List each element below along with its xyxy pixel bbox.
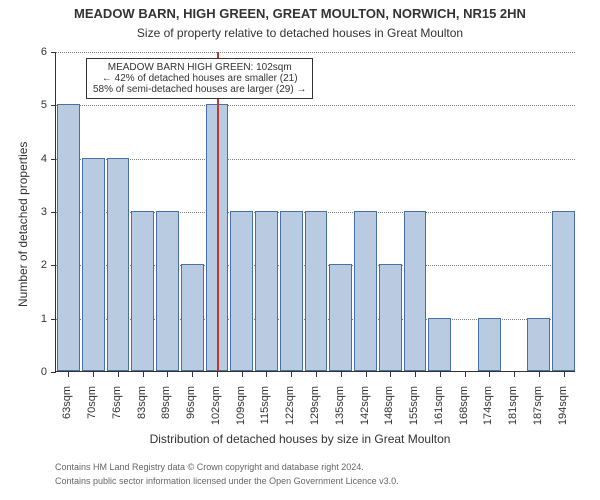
chart-subtitle: Size of property relative to detached ho… [0,26,600,40]
histogram-bar [156,211,179,371]
xtick-mark [291,372,292,377]
ytick-mark [51,52,56,53]
xtick-label: 161sqm [433,386,445,446]
histogram-bar [57,104,80,371]
xtick-mark [266,372,267,377]
xtick-label: 148sqm [383,386,395,446]
ytick-mark [51,265,56,266]
gridline [56,159,575,160]
xtick-label: 109sqm [235,386,247,446]
ytick-mark [51,319,56,320]
histogram-bar [181,264,204,371]
ytick-label: 0 [41,366,47,378]
xtick-label: 70sqm [86,386,98,446]
xtick-label: 102sqm [210,386,222,446]
xtick-mark [217,372,218,377]
histogram-bar [478,318,501,371]
xtick-label: 122sqm [284,386,296,446]
ytick-mark [51,372,56,373]
xtick-mark [316,372,317,377]
histogram-bar [354,211,377,371]
xtick-mark [341,372,342,377]
ytick-label: 1 [41,313,47,325]
histogram-bar [230,211,253,371]
xtick-label: 174sqm [482,386,494,446]
xtick-label: 83sqm [136,386,148,446]
annotation-box: MEADOW BARN HIGH GREEN: 102sqm← 42% of d… [86,58,313,99]
xtick-label: 63sqm [61,386,73,446]
xtick-mark [390,372,391,377]
gridline [56,105,575,106]
xtick-mark [242,372,243,377]
histogram-bar [404,211,427,371]
subject-marker-line [217,52,219,371]
histogram-bar [305,211,328,371]
histogram-bar [552,211,575,371]
xtick-mark [68,372,69,377]
xtick-mark [489,372,490,377]
gridline [56,52,575,53]
chart-title: MEADOW BARN, HIGH GREEN, GREAT MOULTON, … [0,6,600,21]
xtick-label: 76sqm [111,386,123,446]
histogram-bar [428,318,451,371]
ytick-mark [51,212,56,213]
ytick-mark [51,105,56,106]
xtick-mark [118,372,119,377]
xtick-label: 168sqm [458,386,470,446]
annotation-line: ← 42% of detached houses are smaller (21… [93,73,306,84]
histogram-bar [329,264,352,371]
xtick-label: 187sqm [532,386,544,446]
ytick-label: 3 [41,206,47,218]
xtick-mark [93,372,94,377]
xtick-label: 135sqm [334,386,346,446]
xtick-mark [564,372,565,377]
ytick-label: 6 [41,46,47,58]
y-axis-label: Number of detached properties [16,142,30,307]
ytick-label: 4 [41,153,47,165]
xtick-mark [539,372,540,377]
ytick-mark [51,159,56,160]
chart-canvas: MEADOW BARN, HIGH GREEN, GREAT MOULTON, … [0,0,600,500]
ytick-label: 2 [41,259,47,271]
xtick-mark [192,372,193,377]
xtick-mark [415,372,416,377]
annotation-line: 58% of semi-detached houses are larger (… [93,84,306,95]
xtick-label: 89sqm [160,386,172,446]
histogram-bar [82,158,105,371]
ytick-label: 5 [41,99,47,111]
xtick-label: 115sqm [259,386,271,446]
histogram-bar [379,264,402,371]
plot-area: MEADOW BARN HIGH GREEN: 102sqm← 42% of d… [55,52,575,372]
histogram-bar [107,158,130,371]
xtick-mark [143,372,144,377]
xtick-label: 96sqm [185,386,197,446]
histogram-bar [527,318,550,371]
xtick-mark [514,372,515,377]
xtick-mark [366,372,367,377]
xtick-label: 155sqm [408,386,420,446]
xtick-label: 194sqm [557,386,569,446]
annotation-line: MEADOW BARN HIGH GREEN: 102sqm [93,62,306,73]
attribution-line-1: Contains HM Land Registry data © Crown c… [55,462,364,472]
xtick-mark [167,372,168,377]
xtick-label: 129sqm [309,386,321,446]
xtick-mark [465,372,466,377]
histogram-bar [131,211,154,371]
xtick-label: 181sqm [507,386,519,446]
attribution-line-2: Contains public sector information licen… [55,476,399,486]
histogram-bar [255,211,278,371]
xtick-label: 142sqm [359,386,371,446]
histogram-bar [280,211,303,371]
xtick-mark [440,372,441,377]
